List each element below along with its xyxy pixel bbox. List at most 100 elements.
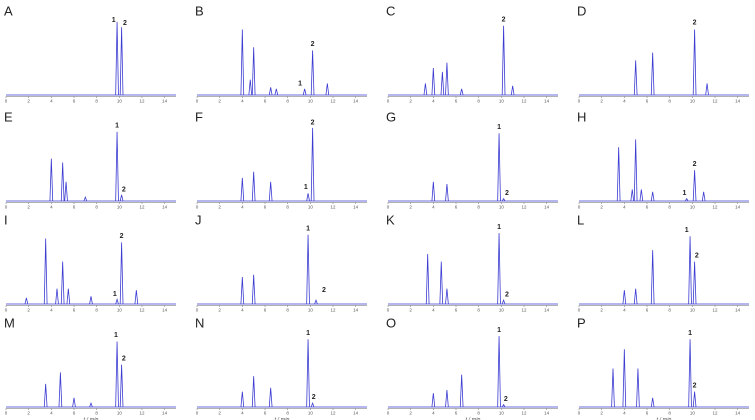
peak <box>115 131 119 202</box>
peak <box>701 191 706 202</box>
x-tick-label: 0 <box>387 411 390 416</box>
panel-letter: M <box>4 315 15 330</box>
panel-letter: P <box>577 315 586 330</box>
peak-label: 2 <box>693 161 697 168</box>
peak-label: 2 <box>311 119 315 126</box>
x-tick-label: 0 <box>578 99 581 104</box>
x-tick-label: 8 <box>668 411 671 416</box>
panel: C 0 2 4 6 8 10 12 14 2 <box>386 3 558 104</box>
panel-letter: D <box>577 3 586 18</box>
x-tick-label: 12 <box>330 99 336 104</box>
peak-label: 1 <box>497 327 501 334</box>
x-tick-label: 2 <box>218 411 221 416</box>
panel-letter: K <box>386 212 395 227</box>
x-tick-label: 8 <box>668 205 671 210</box>
peak-label: 2 <box>122 186 126 193</box>
peak <box>240 177 245 202</box>
peak-label: 2 <box>505 292 509 299</box>
peak <box>459 88 464 96</box>
x-tick-label: 12 <box>330 205 336 210</box>
x-tick-label: 2 <box>218 308 221 313</box>
panel-letter: G <box>386 109 396 124</box>
x-tick-label: 0 <box>5 99 8 104</box>
peak <box>306 234 310 305</box>
x-tick-label: 6 <box>73 308 76 313</box>
panel-letter: I <box>4 212 8 227</box>
peak <box>55 288 59 305</box>
x-tick-label: 14 <box>162 99 168 104</box>
x-tick-label: 12 <box>712 411 718 416</box>
x-tick-label: 14 <box>162 205 168 210</box>
x-tick-label: 8 <box>95 308 98 313</box>
x-tick-label: 6 <box>264 99 267 104</box>
peak-label: 2 <box>505 190 509 197</box>
x-tick-label: 14 <box>353 205 359 210</box>
x-tick-label: 12 <box>521 205 527 210</box>
x-tick-label: 0 <box>5 308 8 313</box>
x-tick-label: 4 <box>623 205 626 210</box>
x-tick-label: 10 <box>117 205 123 210</box>
x-tick-label: 2 <box>27 205 30 210</box>
peak-label: 1 <box>114 332 118 339</box>
peak <box>49 158 54 202</box>
x-tick-label: 0 <box>387 308 390 313</box>
peak-label: 1 <box>115 122 119 129</box>
peak-label: 1 <box>304 184 308 191</box>
x-tick-label: 8 <box>668 99 671 104</box>
x-tick-label: 8 <box>477 308 480 313</box>
peak <box>251 376 256 408</box>
x-tick-label: 8 <box>477 99 480 104</box>
x-tick-label: 4 <box>241 99 244 104</box>
peak <box>501 298 506 305</box>
peak <box>650 250 655 305</box>
peak <box>325 83 330 96</box>
peak <box>692 261 697 305</box>
peak <box>268 387 273 408</box>
x-tick-label: 0 <box>387 99 390 104</box>
peak <box>622 349 627 408</box>
x-tick-label: 0 <box>196 308 199 313</box>
peak <box>633 139 638 202</box>
peak <box>445 184 449 202</box>
x-axis-label: t / min <box>84 417 99 420</box>
panel: A0 2 4 6 8 10 12 141 2 <box>4 3 176 104</box>
peak <box>510 85 515 96</box>
x-tick-label: 14 <box>353 308 359 313</box>
peak <box>684 197 689 202</box>
x-tick-label: 12 <box>712 308 718 313</box>
peak <box>72 397 76 408</box>
x-tick-label: 12 <box>712 99 718 104</box>
x-tick-label: 10 <box>690 205 696 210</box>
peak <box>302 88 307 96</box>
x-tick-label: 8 <box>286 411 289 416</box>
x-tick-label: 0 <box>196 99 199 104</box>
peak <box>431 181 436 202</box>
x-tick-label: 14 <box>353 411 359 416</box>
peak-label: 1 <box>113 291 117 298</box>
peak <box>134 290 139 305</box>
x-tick-label: 4 <box>50 99 53 104</box>
x-tick-label: 6 <box>73 205 76 210</box>
x-tick-label: 12 <box>139 205 145 210</box>
peak <box>310 127 315 202</box>
panel-letter: L <box>577 212 584 227</box>
peak <box>306 339 310 408</box>
x-tick-label: 0 <box>578 205 581 210</box>
peak <box>115 341 119 408</box>
x-tick-label: 8 <box>286 308 289 313</box>
x-tick-label: 6 <box>455 99 458 104</box>
peak <box>268 87 273 96</box>
peak <box>119 364 124 408</box>
panel-letter: H <box>577 109 586 124</box>
peak-label: 2 <box>693 19 697 26</box>
peak <box>622 290 627 305</box>
x-tick-label: 12 <box>330 411 336 416</box>
peak <box>89 296 93 305</box>
x-tick-label: 6 <box>646 99 649 104</box>
